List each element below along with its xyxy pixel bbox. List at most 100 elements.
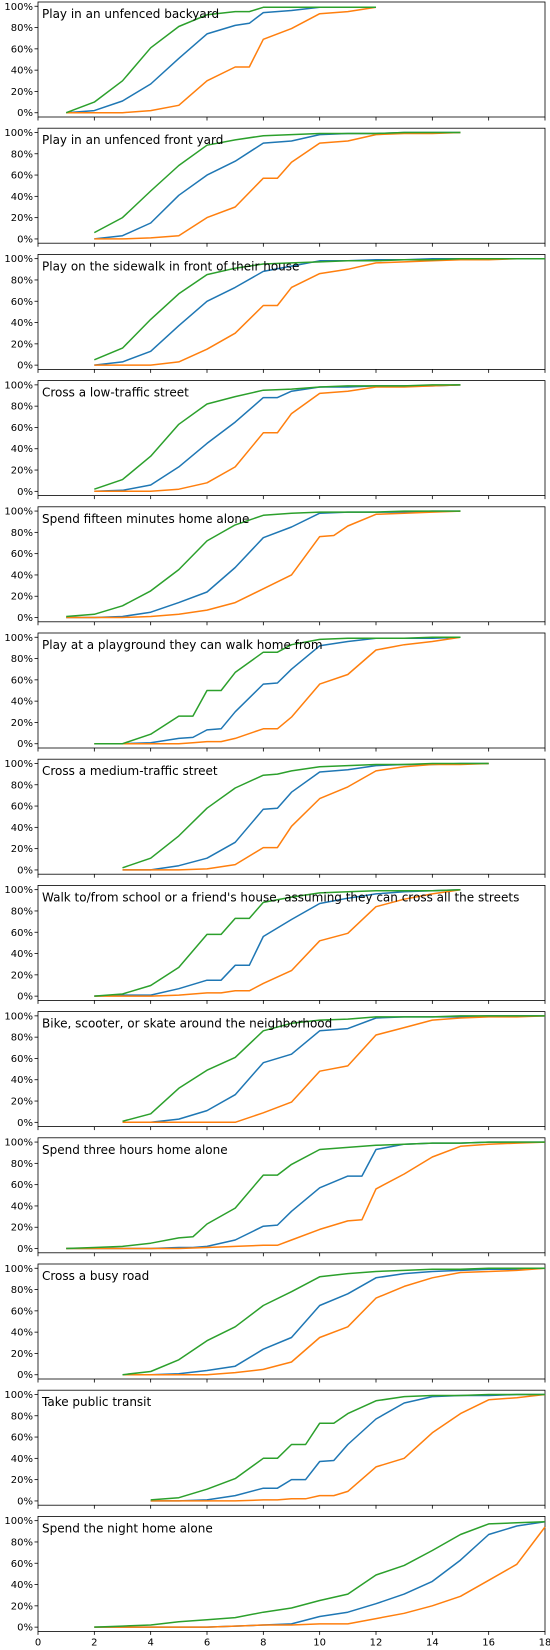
y-tick-label: 80% [11, 275, 33, 286]
axes-frame [37, 885, 546, 1001]
y-tick-label: 60% [11, 1180, 33, 1191]
y-tick-label: 100% [4, 1138, 33, 1149]
panel-title: Take public transit [41, 1395, 152, 1409]
series-line-green [65, 6, 376, 114]
series-line-blue [94, 384, 461, 493]
y-tick-label: 100% [4, 885, 33, 896]
y-tick-label: 60% [11, 928, 33, 939]
axes-frame [37, 506, 546, 623]
y-tick-label: 100% [4, 759, 33, 770]
y-tick-label: 80% [11, 1537, 33, 1548]
y-tick-label: 20% [11, 1475, 33, 1486]
y-tick-label: 100% [4, 380, 33, 391]
axes-frame [37, 758, 546, 875]
y-tick-label: 80% [11, 654, 33, 665]
chart-panel: 0% 20% 40% 60% 80% 100% Bike, scooter, or skat… [4, 1011, 546, 1131]
y-tick-label: 40% [11, 444, 33, 455]
chart-panel: 0% 20% 40% 60% 80% 100% Spend the night home a… [4, 1516, 550, 1648]
y-tick-label: 0% [17, 865, 33, 876]
y-tick-label: 0% [17, 487, 33, 498]
y-tick-label: 0% [17, 1370, 33, 1381]
series-line-green [66, 1141, 545, 1250]
chart-panel: 0% 20% 40% 60% 80% 100% Cross a busy road [4, 1263, 546, 1383]
y-tick-label: 0% [17, 739, 33, 750]
y-tick-label: 40% [11, 318, 33, 329]
chart-panel: 0% 20% 40% 60% 80% 100% Spend fifteen minutes … [4, 506, 546, 626]
series-line-green [150, 1393, 545, 1501]
y-tick-label: 100% [4, 128, 33, 139]
x-tick-label: 2 [91, 1637, 97, 1648]
y-tick-label: 0% [17, 234, 33, 245]
y-tick-label: 60% [11, 297, 33, 308]
y-tick-label: 20% [11, 213, 33, 224]
series-line-blue [66, 1141, 545, 1250]
series-line-blue [66, 6, 376, 114]
y-tick-label: 60% [11, 171, 33, 182]
y-tick-label: 60% [11, 802, 33, 813]
y-tick-label: 40% [11, 1075, 33, 1086]
series-line-green [93, 131, 461, 234]
series-line-orange [122, 1015, 546, 1124]
y-tick-label: 40% [11, 1580, 33, 1591]
y-tick-label: 0% [17, 613, 33, 624]
axes-frame [37, 1516, 546, 1632]
y-tick-label: 100% [4, 507, 33, 518]
y-tick-label: 80% [11, 906, 33, 917]
series-line-blue [150, 1393, 545, 1502]
x-tick-label: 10 [313, 1637, 326, 1648]
y-tick-label: 20% [11, 844, 33, 855]
x-tick-label: 16 [482, 1637, 495, 1648]
y-tick-label: 80% [11, 1285, 33, 1296]
panel-title: Play in an unfenced backyard [42, 7, 219, 21]
chart-panel: 0% 20% 40% 60% 80% 100% Play at a playground t… [4, 632, 546, 752]
axes-frame [37, 380, 546, 497]
y-tick-label: 40% [11, 1201, 33, 1212]
series-line-blue [122, 1267, 546, 1376]
y-tick-label: 60% [11, 1559, 33, 1570]
axes-frame [37, 1, 546, 118]
y-tick-label: 100% [4, 1264, 33, 1275]
y-tick-label: 20% [11, 970, 33, 981]
series-line-orange [66, 1141, 546, 1250]
series-line-green [94, 257, 545, 361]
chart-panel: 0% 20% 40% 60% 80% 100% Play in an unfenced ba… [4, 1, 546, 121]
y-tick-label: 0% [17, 992, 33, 1003]
series-line-orange [150, 1393, 546, 1502]
y-tick-label: 80% [11, 23, 33, 34]
panel-title: Cross a low-traffic street [42, 386, 189, 400]
axes-frame [37, 632, 546, 749]
axes-frame [37, 253, 546, 370]
y-tick-label: 20% [11, 466, 33, 477]
chart-panel: 0% 20% 40% 60% 80% 100% Spend three hours home… [4, 1137, 546, 1257]
chart-panel: 0% 20% 40% 60% 80% 100% Take public transit [4, 1389, 546, 1509]
y-tick-label: 20% [11, 1349, 33, 1360]
series-line-blue [66, 510, 461, 619]
y-tick-label: 100% [4, 2, 33, 13]
x-tick-label: 18 [539, 1637, 550, 1648]
series-line-green [122, 1267, 545, 1376]
y-tick-label: 20% [11, 339, 33, 350]
series-line-orange [94, 636, 461, 745]
axes-frame [37, 127, 546, 244]
y-tick-label: 60% [11, 1054, 33, 1065]
x-tick-label: 12 [370, 1637, 383, 1648]
series-line-orange [94, 384, 461, 493]
y-tick-label: 60% [11, 1306, 33, 1317]
y-tick-label: 80% [11, 780, 33, 791]
y-tick-label: 80% [11, 1033, 33, 1044]
y-tick-label: 60% [11, 423, 33, 434]
y-tick-label: 60% [11, 1433, 33, 1444]
y-tick-label: 80% [11, 149, 33, 160]
y-tick-label: 20% [11, 87, 33, 98]
y-tick-label: 100% [4, 1516, 33, 1527]
y-tick-label: 80% [11, 1159, 33, 1170]
panel-title: Play at a playground they can walk home … [42, 638, 323, 652]
series-line-orange [94, 257, 545, 366]
panel-title: Spend fifteen minutes home alone [42, 512, 249, 526]
panel-title: Spend three hours home alone [42, 1143, 228, 1157]
x-tick-label: 6 [204, 1637, 210, 1648]
y-tick-label: 40% [11, 949, 33, 960]
x-tick-label: 0 [35, 1637, 41, 1648]
y-tick-label: 40% [11, 192, 33, 203]
panel-title: Spend the night home alone [42, 1521, 213, 1535]
